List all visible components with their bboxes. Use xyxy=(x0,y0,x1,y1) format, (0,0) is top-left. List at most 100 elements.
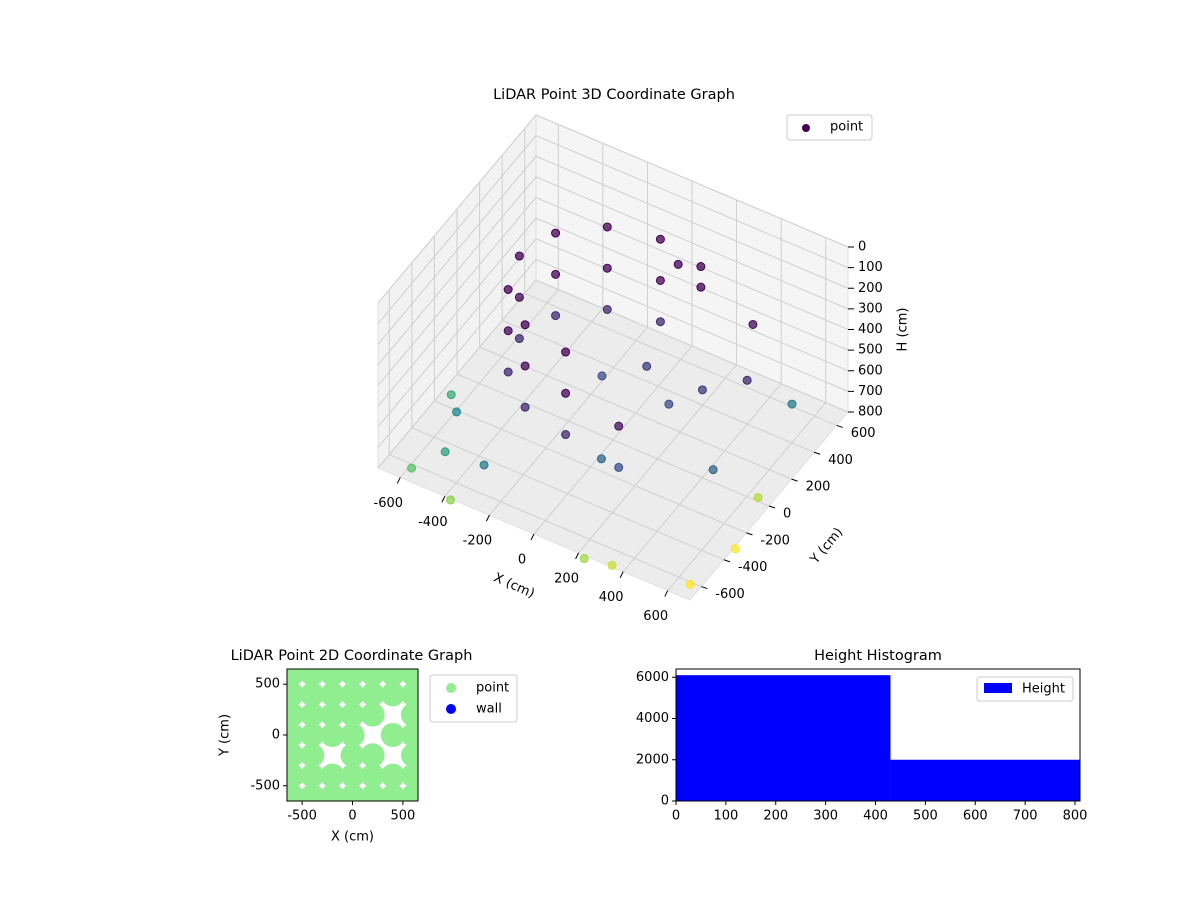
plot-area xyxy=(287,669,418,801)
data-point xyxy=(300,669,325,687)
grid-line xyxy=(377,279,849,469)
y-tick-label: 500 xyxy=(255,677,280,692)
data-point xyxy=(287,669,305,687)
data-point xyxy=(380,682,405,707)
data-point xyxy=(320,783,345,801)
x-tick-label: 0 xyxy=(672,809,680,824)
y-tick xyxy=(768,505,776,509)
z-tick-label: 100 xyxy=(858,260,883,275)
y-tick xyxy=(791,478,798,482)
grid-line xyxy=(377,155,849,345)
data-point xyxy=(708,465,718,475)
data-point xyxy=(514,334,524,344)
data-point xyxy=(380,723,405,747)
data-point xyxy=(380,669,405,687)
data-point xyxy=(400,682,418,707)
y-tick xyxy=(723,559,731,563)
data-point xyxy=(300,743,325,768)
data-point xyxy=(360,682,385,707)
y-tick xyxy=(701,586,708,590)
y-tick-label: -500 xyxy=(250,778,280,793)
data-point xyxy=(602,263,612,273)
data-point xyxy=(360,669,385,687)
z-tick-label: 200 xyxy=(858,281,883,296)
data-point xyxy=(561,430,571,440)
y-tick-label: 400 xyxy=(828,453,853,468)
data-point xyxy=(400,783,418,801)
data-point xyxy=(320,669,345,687)
data-point xyxy=(520,320,530,330)
x-tick xyxy=(530,533,535,541)
data-point xyxy=(360,702,385,727)
bar xyxy=(890,759,1080,801)
data-point xyxy=(748,319,758,329)
data-point xyxy=(696,282,706,292)
x-tick-label: 700 xyxy=(1013,809,1038,824)
legend-patch xyxy=(984,683,1012,693)
data-point xyxy=(561,388,571,398)
data-point xyxy=(742,375,752,385)
x-tick xyxy=(664,590,669,597)
data-point xyxy=(655,317,665,327)
data-point xyxy=(300,723,325,747)
data-point xyxy=(300,763,325,788)
data-point xyxy=(380,783,405,801)
data-point xyxy=(287,702,305,727)
x-tick xyxy=(485,514,490,522)
z-axis-label: H (cm) xyxy=(896,308,911,352)
data-point xyxy=(340,743,365,768)
data-point xyxy=(340,669,365,687)
z-tick-label: 500 xyxy=(858,343,883,358)
data-point xyxy=(300,783,325,801)
data-point xyxy=(787,399,797,409)
x-tick-label: 0 xyxy=(348,809,356,824)
x-tick-label: -600 xyxy=(374,496,404,511)
data-point xyxy=(614,462,624,472)
grid-line xyxy=(377,196,849,386)
data-point xyxy=(520,402,530,412)
grid-line xyxy=(377,238,849,428)
z-tick-label: 600 xyxy=(858,363,883,378)
data-point xyxy=(452,407,462,417)
data-point xyxy=(753,493,763,503)
y-tick-label: 0 xyxy=(272,728,280,743)
data-point xyxy=(320,702,345,727)
x-axis-label: X (cm) xyxy=(491,570,536,601)
data-point xyxy=(696,262,706,272)
x-tick xyxy=(396,477,401,484)
legend-marker xyxy=(446,683,456,693)
data-point xyxy=(579,554,589,564)
data-point xyxy=(642,361,652,371)
data-point xyxy=(561,347,571,357)
data-point xyxy=(287,763,305,788)
x-tick-label: 0 xyxy=(518,553,526,568)
x-tick-label: 600 xyxy=(963,809,988,824)
data-point xyxy=(503,367,513,377)
data-point xyxy=(400,702,418,727)
legend-label: point xyxy=(476,681,509,696)
chart-title: Height Histogram xyxy=(814,648,942,664)
data-point xyxy=(602,222,612,232)
data-point xyxy=(697,385,707,395)
data-point xyxy=(551,228,561,238)
data-point xyxy=(320,682,345,707)
data-point xyxy=(503,285,513,295)
y-tick-label: 0 xyxy=(783,507,791,522)
data-point xyxy=(400,669,418,687)
legend-label: wall xyxy=(476,702,502,717)
data-point xyxy=(340,682,365,707)
data-point xyxy=(360,783,385,801)
data-point xyxy=(380,763,405,788)
chart-title: LiDAR Point 2D Coordinate Graph xyxy=(231,648,473,664)
y-tick xyxy=(813,451,821,455)
data-point xyxy=(340,702,365,727)
legend-label: point xyxy=(830,120,863,135)
data-point xyxy=(551,269,561,279)
data-point xyxy=(440,447,450,457)
data-point xyxy=(446,390,456,400)
data-point xyxy=(685,579,695,589)
data-point xyxy=(664,399,674,409)
data-point xyxy=(597,371,607,381)
data-point xyxy=(300,702,325,727)
x-tick xyxy=(575,552,580,560)
